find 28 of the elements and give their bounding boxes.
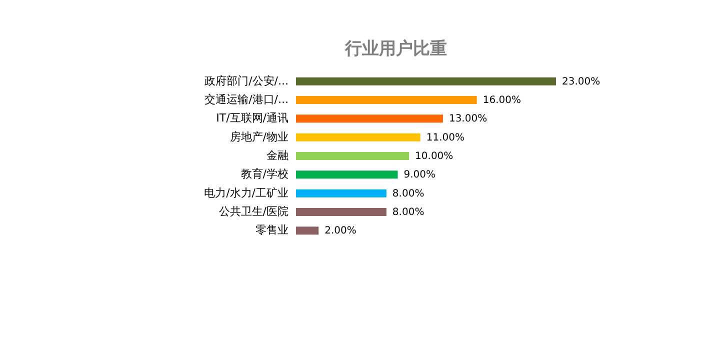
y-tick-label: 金融 [266,149,288,162]
data-label: 10.00% [415,151,454,162]
data-label: 23.00% [562,76,600,88]
chart-title: 行业用户比重 [344,39,447,59]
y-tick-label: 房地产/物业 [230,130,288,144]
y-tick-label: 交通运输/港口/... [204,93,288,106]
bar [296,96,477,104]
y-tick-label: 电力/水力/工矿业 [204,186,288,200]
y-tick-label: 政府部门/公安/... [204,74,288,88]
bar [296,226,319,235]
y-tick-label: 零售业 [256,224,288,237]
data-label: 9.00% [404,170,436,181]
bar [296,208,386,216]
data-label: 16.00% [482,95,522,106]
y-tick-label: 教育/学校 [240,168,288,181]
bar [296,189,386,198]
data-label: 8.00% [392,207,424,218]
y-tick-label: IT/互联网/通讯 [216,112,288,125]
bar [296,170,398,179]
bar [296,114,443,123]
y-tick-label: 公共卫生/医院 [218,205,288,218]
data-label: 2.00% [324,226,356,237]
data-label: 13.00% [448,114,488,125]
bar [296,77,556,86]
bar [296,152,410,160]
data-label: 11.00% [426,132,464,144]
bar [296,133,420,142]
data-label: 8.00% [392,188,424,200]
